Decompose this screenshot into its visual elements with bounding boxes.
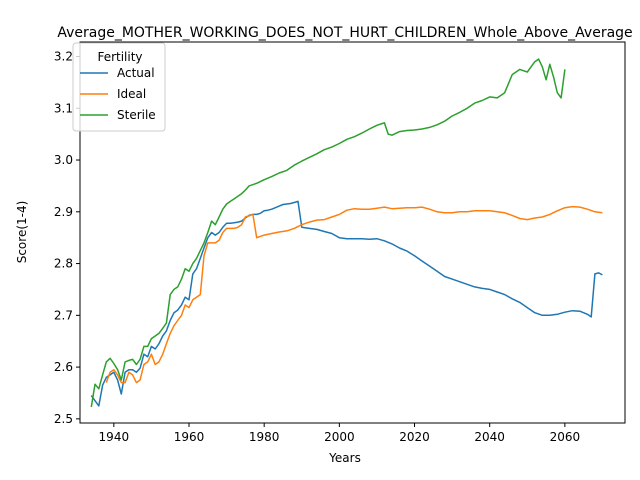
legend-label-sterile: Sterile bbox=[117, 108, 156, 122]
legend: Fertility Actual Ideal Sterile bbox=[72, 42, 166, 132]
legend-box bbox=[72, 42, 166, 132]
y-tick-label: 2.5 bbox=[54, 412, 73, 426]
plot-frame bbox=[79, 41, 626, 424]
y-tick-label: 2.7 bbox=[54, 308, 73, 322]
legend-label-ideal: Ideal bbox=[117, 87, 146, 101]
x-tick-label: 2020 bbox=[399, 430, 430, 444]
x-tick-label: 1940 bbox=[99, 430, 130, 444]
y-tick-label: 2.8 bbox=[54, 257, 73, 271]
y-tick-label: 2.6 bbox=[54, 360, 73, 374]
x-tick-label: 2040 bbox=[474, 430, 505, 444]
y-tick-label: 2.9 bbox=[54, 205, 73, 219]
x-tick-label: 2000 bbox=[324, 430, 355, 444]
y-tick-label: 3.2 bbox=[54, 49, 73, 63]
x-tick-label: 1980 bbox=[249, 430, 280, 444]
y-axis: 2.5 2.6 2.7 2.8 2.9 3.0 3.1 3.2 bbox=[54, 49, 80, 426]
legend-label-actual: Actual bbox=[117, 66, 155, 80]
x-tick-label: 1960 bbox=[174, 430, 205, 444]
series-line-sterile bbox=[90, 58, 566, 408]
x-tick-label: 2060 bbox=[550, 430, 581, 444]
chart-title: Average_MOTHER_WORKING_DOES_NOT_HURT_CHI… bbox=[57, 25, 632, 41]
y-tick-label: 3.0 bbox=[54, 153, 73, 167]
y-axis-label: Score(1-4) bbox=[15, 201, 29, 264]
y-tick-label: 3.1 bbox=[54, 101, 73, 115]
x-axis: 1940 1960 1980 2000 2020 2040 2060 bbox=[99, 423, 581, 444]
x-axis-label: Years bbox=[328, 451, 361, 465]
series-line-actual bbox=[90, 200, 603, 407]
series-layer bbox=[90, 58, 603, 408]
series-line-ideal bbox=[105, 205, 603, 384]
legend-title: Fertility bbox=[97, 50, 142, 64]
